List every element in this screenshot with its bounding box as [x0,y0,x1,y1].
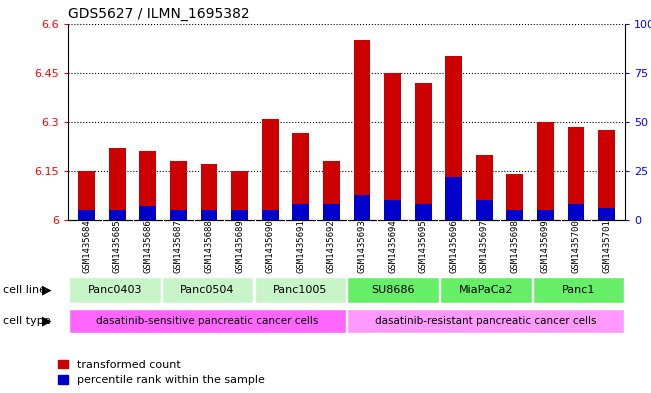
Text: GSM1435701: GSM1435701 [602,220,611,274]
Bar [170,161,187,220]
Text: GSM1435693: GSM1435693 [357,220,367,274]
Bar [109,210,126,220]
Bar [347,277,439,303]
Text: GSM1435687: GSM1435687 [174,220,183,274]
Bar [415,83,432,220]
Text: GSM1435694: GSM1435694 [388,220,397,274]
Text: cell type: cell type [3,316,51,326]
Bar [476,154,493,220]
Text: GSM1435700: GSM1435700 [572,220,581,274]
Text: GSM1435691: GSM1435691 [296,220,305,274]
Bar [440,277,532,303]
Text: dasatinib-resistant pancreatic cancer cells: dasatinib-resistant pancreatic cancer ce… [375,316,596,326]
Bar [506,174,523,220]
Bar [384,73,401,220]
Bar [323,161,340,220]
Text: GSM1435697: GSM1435697 [480,220,489,274]
Text: GSM1435689: GSM1435689 [235,220,244,274]
Text: GSM1435699: GSM1435699 [541,220,550,274]
Bar [69,309,346,333]
Bar [568,127,585,220]
Text: Panc1: Panc1 [562,285,595,295]
Text: GSM1435688: GSM1435688 [204,220,214,274]
Bar [109,148,126,220]
Bar [347,309,624,333]
Bar [445,56,462,220]
Text: ▶: ▶ [42,314,51,328]
Bar [161,277,253,303]
Bar [262,210,279,220]
Bar [506,210,523,220]
Bar [231,171,248,220]
Bar [292,204,309,220]
Bar [415,204,432,220]
Text: GSM1435695: GSM1435695 [419,220,428,274]
Bar [353,195,370,220]
Text: ▶: ▶ [42,283,51,297]
Text: cell line: cell line [3,285,46,295]
Bar [231,210,248,220]
Bar [292,133,309,220]
Text: Panc1005: Panc1005 [273,285,327,295]
Bar [476,200,493,220]
Text: GSM1435692: GSM1435692 [327,220,336,274]
Text: GSM1435685: GSM1435685 [113,220,122,274]
Text: GSM1435696: GSM1435696 [449,220,458,274]
Bar [533,277,624,303]
Text: GDS5627 / ILMN_1695382: GDS5627 / ILMN_1695382 [68,7,250,21]
Bar [69,277,161,303]
Bar [262,119,279,220]
Bar [445,177,462,220]
Bar [353,40,370,220]
Bar [201,210,217,220]
Text: GSM1435684: GSM1435684 [82,220,91,274]
Text: SU8686: SU8686 [371,285,415,295]
Text: GSM1435690: GSM1435690 [266,220,275,274]
Bar [201,164,217,220]
Text: Panc0403: Panc0403 [87,285,142,295]
Bar [170,210,187,220]
Text: dasatinib-sensitive pancreatic cancer cells: dasatinib-sensitive pancreatic cancer ce… [96,316,319,326]
Text: GSM1435686: GSM1435686 [143,220,152,274]
Text: Panc0504: Panc0504 [180,285,235,295]
Bar [78,171,95,220]
Bar [598,130,615,220]
Bar [384,200,401,220]
Bar [139,151,156,220]
Legend: transformed count, percentile rank within the sample: transformed count, percentile rank withi… [58,360,264,386]
Bar [537,210,554,220]
Bar [598,208,615,220]
Bar [568,204,585,220]
Bar [139,206,156,220]
Bar [78,210,95,220]
Text: GSM1435698: GSM1435698 [510,220,519,274]
Bar [323,204,340,220]
Bar [537,122,554,220]
Text: MiaPaCa2: MiaPaCa2 [458,285,513,295]
Bar [255,277,346,303]
